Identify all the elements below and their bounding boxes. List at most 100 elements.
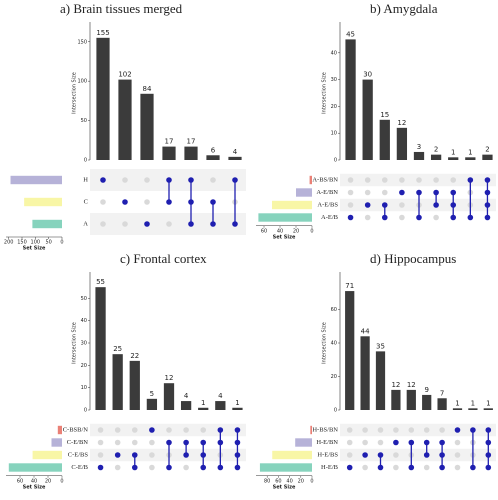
member-dot [450, 202, 457, 208]
member-dot [144, 221, 150, 227]
set-size-tick-label: 100 [31, 240, 41, 246]
empty-dot [347, 177, 354, 183]
intersection-bar [406, 389, 416, 410]
intersection-bar [483, 408, 493, 410]
intersection-bar [345, 291, 355, 410]
member-dot [408, 439, 415, 446]
intersection-bar [422, 394, 432, 410]
empty-dot [122, 177, 128, 183]
member-dot [450, 189, 457, 196]
set-name: A-E/B [321, 214, 339, 221]
intersection-bar [413, 151, 425, 160]
set-name: C-E/BS [68, 451, 89, 458]
set-name: C [84, 198, 88, 205]
set-size-bar [57, 425, 62, 435]
row-stripe [340, 423, 496, 437]
set-size-tick-label: 40 [277, 228, 283, 234]
set-size-tick-label: 200 [4, 240, 14, 246]
set-name: A-BS/BN [312, 176, 338, 183]
member-dot [423, 439, 430, 446]
intersection-bar [375, 351, 386, 410]
bar-value-label: 155 [96, 29, 109, 37]
intersection-bar [482, 154, 493, 160]
y-tick-label: 50 [81, 118, 87, 124]
empty-dot [144, 177, 150, 183]
set-size-tick-label: 0 [60, 478, 63, 484]
set-name: H-E/B [321, 464, 339, 471]
empty-dot [114, 464, 121, 471]
bar-value-label: 55 [96, 278, 105, 286]
member-dot [183, 452, 189, 458]
panel-title: d) Hippocampus [370, 251, 456, 266]
intersection-bar [180, 401, 192, 410]
member-dot [232, 221, 238, 227]
empty-dot [183, 464, 189, 471]
y-tick-label: 0 [334, 408, 337, 414]
member-dot [210, 199, 216, 205]
set-size-bar [295, 438, 312, 447]
intersection-bar [468, 408, 478, 410]
member-dot [484, 177, 491, 183]
member-dot [470, 464, 476, 471]
set-size-tick-label: 60 [275, 478, 281, 484]
bar-value-label: 12 [391, 381, 400, 389]
member-dot [470, 427, 476, 433]
empty-dot [450, 177, 457, 183]
member-dot [234, 464, 241, 471]
panel-title: c) Frontal cortex [120, 251, 207, 266]
set-size-label: Set Size [23, 246, 46, 252]
set-size-tick-label: 60 [17, 478, 23, 484]
empty-dot [114, 427, 121, 433]
member-dot [439, 439, 445, 446]
member-dot [454, 427, 461, 433]
empty-dot [423, 464, 430, 471]
set-size-label: Set Size [23, 484, 46, 490]
empty-dot [362, 464, 368, 471]
member-dot [97, 464, 104, 471]
set-size-bar [272, 200, 312, 210]
member-dot [416, 214, 422, 221]
intersection-bar [215, 401, 226, 410]
empty-dot [408, 427, 415, 433]
panel-title: a) Brain tissues merged [60, 1, 183, 16]
empty-dot [97, 452, 104, 458]
member-dot [484, 189, 491, 196]
y-tick-label: 20 [331, 104, 337, 110]
empty-dot [377, 439, 384, 446]
member-dot [210, 221, 216, 227]
member-dot [393, 439, 399, 446]
intersection-bar [465, 157, 476, 160]
member-dot [485, 452, 492, 458]
empty-dot [210, 177, 216, 183]
intersection-bar [162, 146, 176, 160]
intersection-bar [112, 354, 123, 410]
y-tick-label: 100 [77, 79, 87, 85]
empty-dot [377, 427, 384, 433]
member-dot [149, 427, 155, 433]
empty-dot [399, 177, 405, 183]
member-dot [234, 452, 241, 458]
set-size-tick-label: 20 [45, 478, 51, 484]
member-dot [114, 452, 121, 458]
intersection-bar [129, 360, 140, 410]
intersection-bar [163, 383, 175, 410]
y-tick-label: 10 [331, 131, 337, 137]
bar-value-label: 1 [471, 399, 475, 407]
set-size-tick-label: 150 [17, 240, 27, 246]
empty-dot [347, 202, 354, 208]
member-dot [346, 464, 353, 471]
member-dot [439, 464, 445, 471]
bar-value-label: 102 [118, 71, 131, 79]
member-dot [467, 214, 474, 221]
member-dot [485, 439, 492, 446]
member-dot [484, 202, 491, 208]
set-size-tick-label: 0 [310, 478, 313, 484]
member-dot [450, 214, 457, 221]
set-size-tick-label: 80 [264, 478, 270, 484]
member-dot [100, 177, 106, 183]
empty-dot [399, 214, 405, 221]
bar-value-label: 4 [184, 392, 189, 400]
y-axis-label: Intersection Size [322, 322, 328, 364]
set-size-tick-label: 60 [261, 228, 267, 234]
intersection-bar [95, 287, 106, 410]
